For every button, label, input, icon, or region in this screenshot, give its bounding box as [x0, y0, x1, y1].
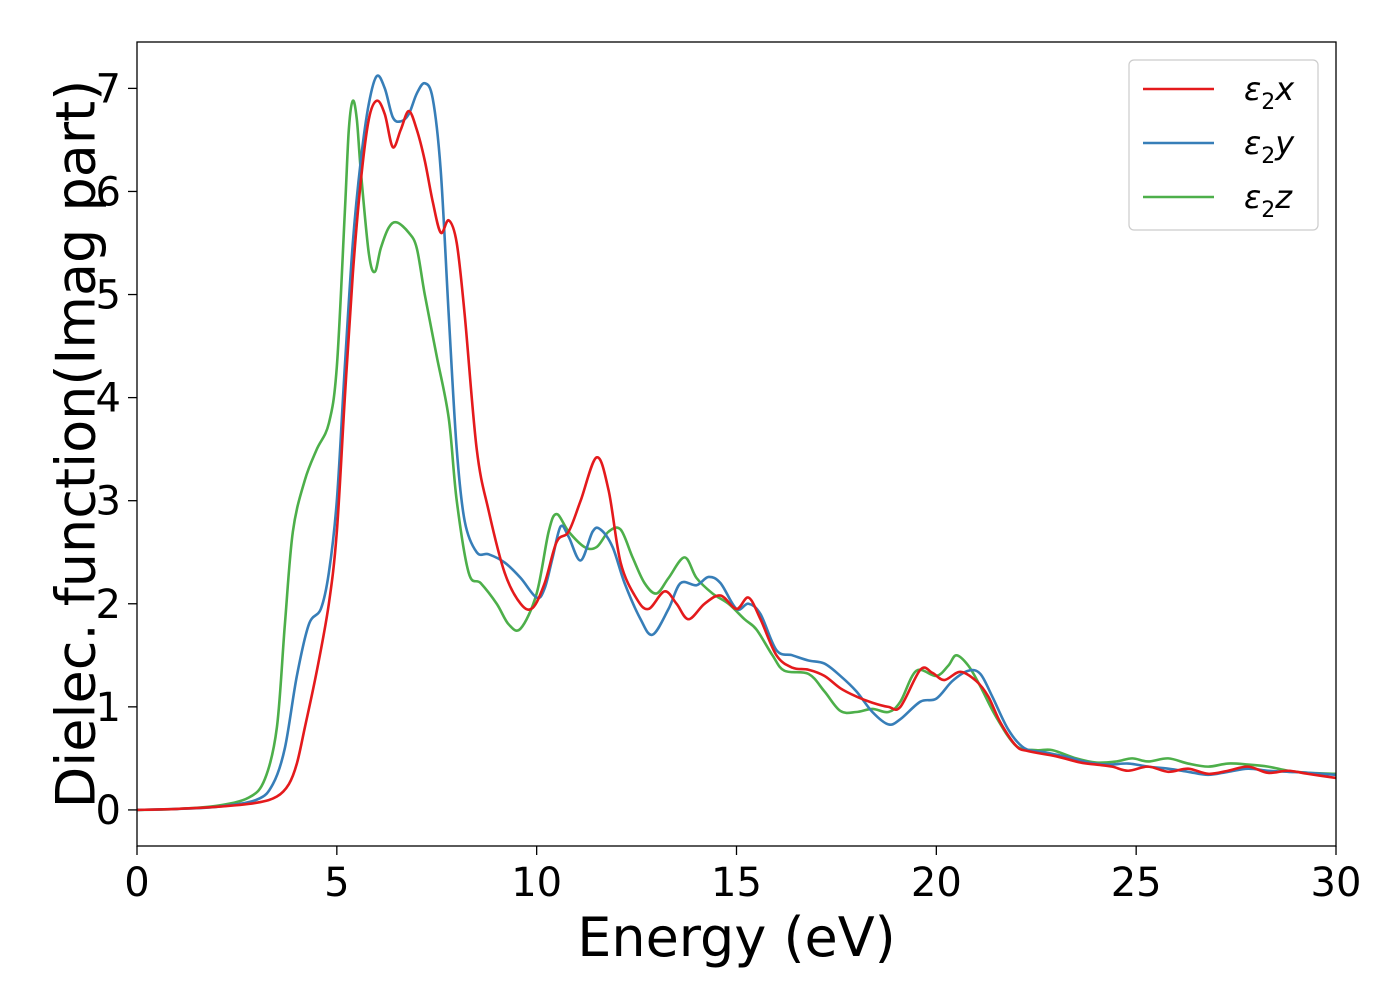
y-tick-label: 3 — [96, 479, 121, 525]
legend-item-y: ε2y — [1143, 124, 1295, 169]
legend-label: ε2y — [1244, 124, 1295, 169]
series-line-z — [137, 99, 1336, 812]
y-axis: 0 1 2 3 4 5 6 7 — [96, 66, 137, 834]
x-tick-label: 0 — [124, 860, 149, 906]
x-axis-label: Energy (eV) — [577, 906, 896, 969]
x-tick-label: 20 — [911, 860, 962, 906]
series-group — [137, 74, 1336, 812]
x-tick-label: 15 — [711, 860, 762, 906]
y-tick-label: 0 — [96, 788, 121, 834]
series-line-y — [137, 74, 1336, 812]
legend-label: ε2z — [1244, 178, 1293, 223]
x-tick-label: 30 — [1311, 860, 1362, 906]
legend-item-z: ε2z — [1143, 178, 1293, 223]
series-line-x — [137, 99, 1336, 812]
legend: ε2x ε2y ε2z — [1128, 59, 1319, 231]
y-tick-label: 5 — [96, 273, 121, 319]
y-tick-label: 6 — [96, 169, 121, 215]
x-axis: 0 5 10 15 20 25 30 — [124, 846, 1361, 906]
y-tick-label: 1 — [96, 685, 121, 731]
x-tick-label: 25 — [1111, 860, 1162, 906]
legend-frame — [1128, 59, 1319, 231]
x-tick-label: 10 — [511, 860, 562, 906]
y-tick-label: 2 — [96, 582, 121, 628]
y-tick-label: 4 — [96, 376, 121, 422]
legend-label: ε2x — [1244, 70, 1295, 115]
legend-item-x: ε2x — [1143, 70, 1295, 115]
y-tick-label: 7 — [96, 66, 121, 112]
x-tick-label: 5 — [324, 860, 349, 906]
y-axis-label: Dielec. function(Imag part) — [45, 80, 108, 809]
